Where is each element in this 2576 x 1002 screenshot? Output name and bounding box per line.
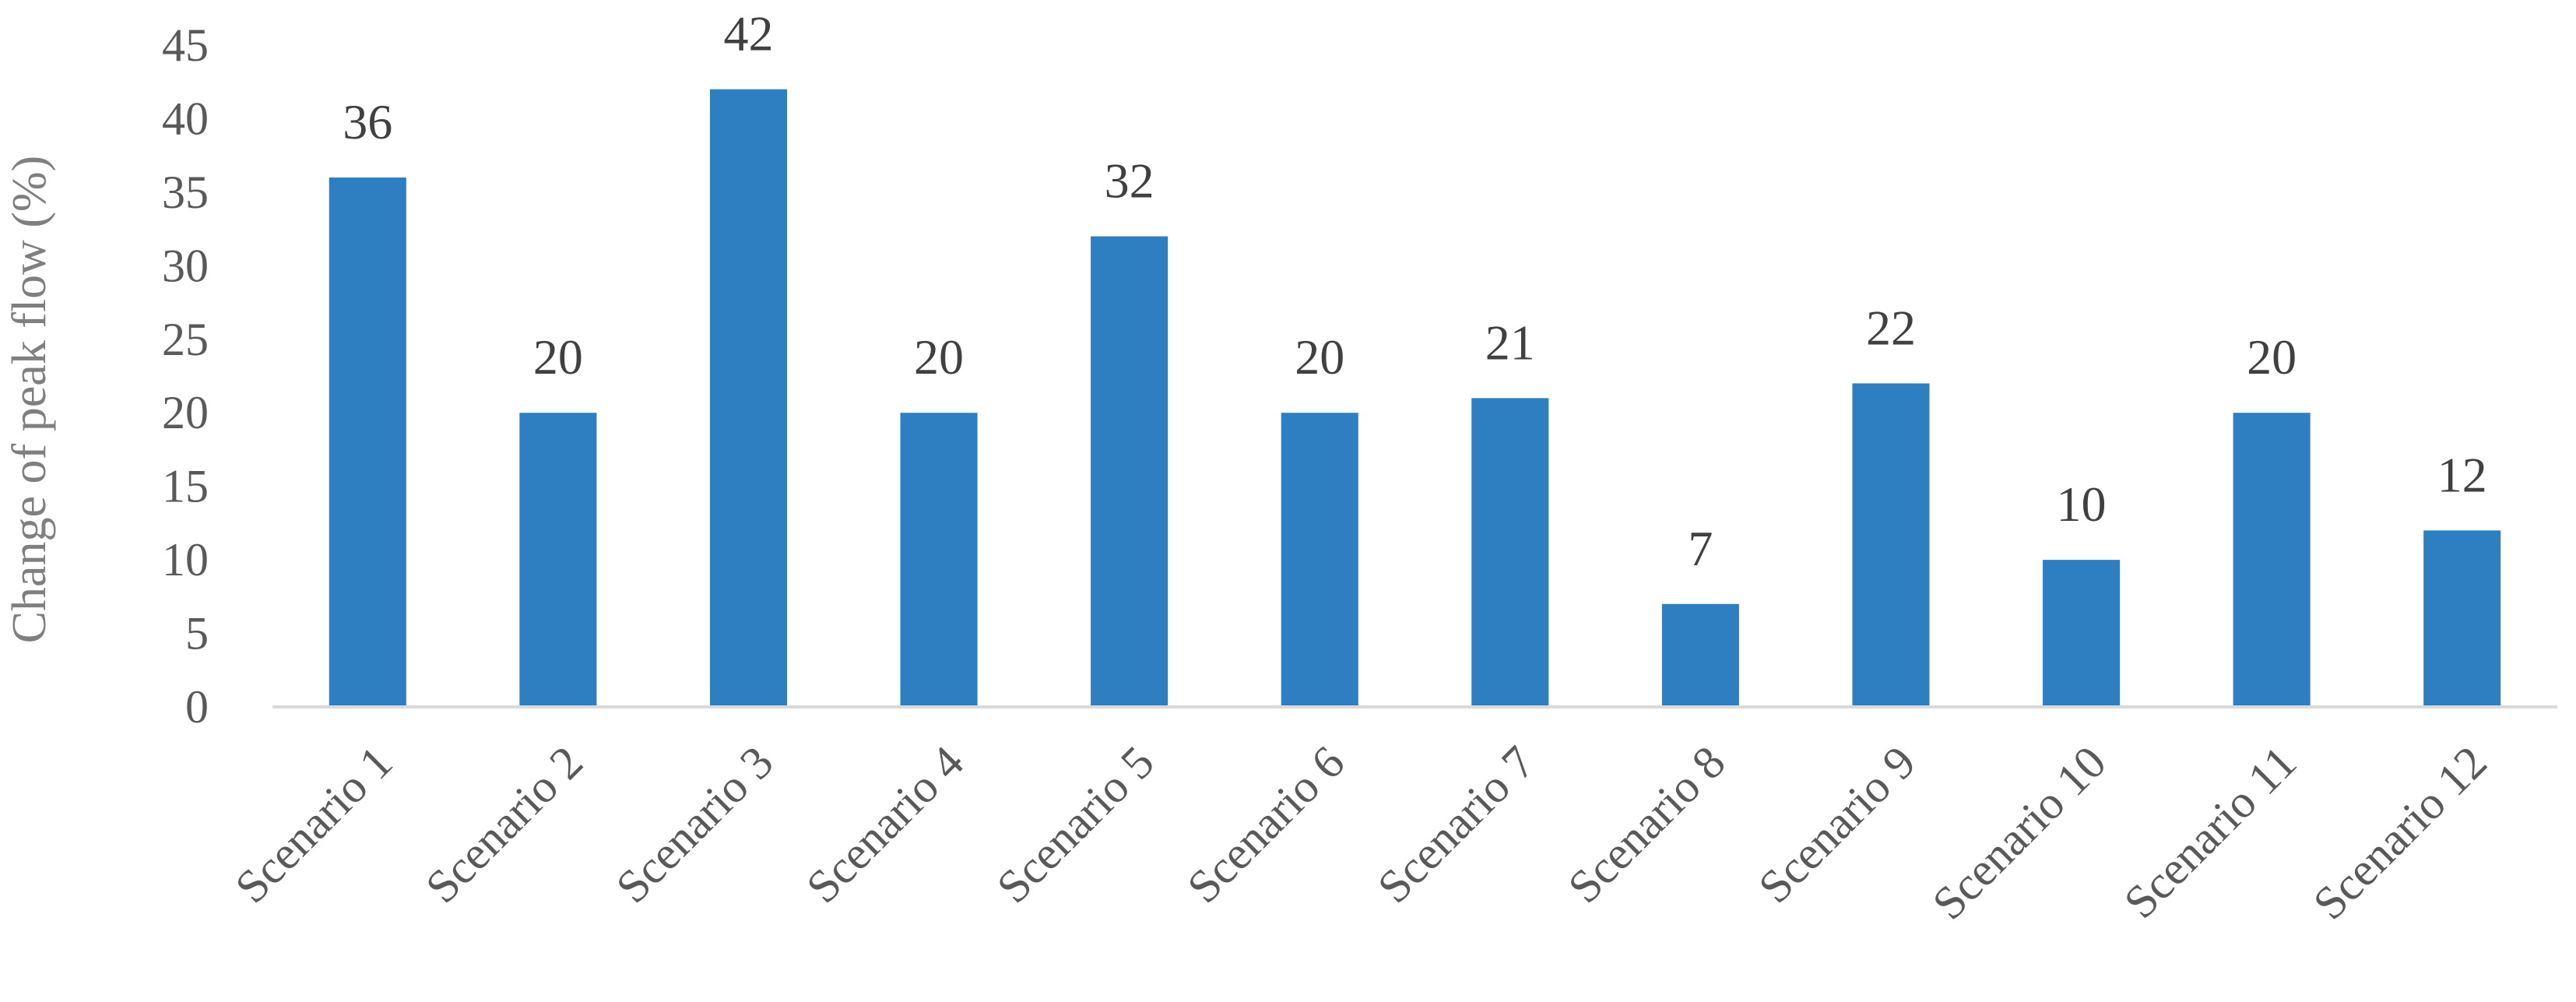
bar (900, 413, 978, 707)
y-tick-label: 0 (185, 681, 209, 733)
y-axis-ticks: 0 5 10 15 20 25 30 35 40 45 (162, 19, 209, 733)
y-tick-label: 40 (162, 93, 209, 144)
data-label: 22 (1866, 300, 1916, 355)
x-category-label: Scenario 2 (416, 737, 592, 913)
bar (709, 89, 787, 707)
x-axis-category-labels: Scenario 1 Scenario 2 Scenario 3 Scenario 4… (226, 737, 2497, 930)
x-category-label: Scenario 5 (987, 737, 1164, 913)
x-category-label: Scenario 1 (226, 737, 402, 913)
y-tick-label: 25 (162, 314, 209, 365)
y-axis-title: Change of peak flow (%) (3, 156, 56, 644)
bar (2233, 413, 2311, 707)
y-tick-label: 20 (162, 387, 209, 438)
y-tick-label: 35 (162, 167, 209, 218)
bar (519, 413, 597, 707)
bar (1852, 383, 1930, 707)
x-category-label: Scenario 7 (1368, 737, 1545, 913)
x-category-label: Scenario 8 (1559, 737, 1735, 913)
data-label: 20 (2247, 329, 2297, 385)
data-label: 20 (1295, 329, 1344, 385)
data-label: 20 (914, 329, 964, 385)
x-category-label: Scenario 9 (1748, 737, 1925, 913)
x-category-label: Scenario 3 (606, 737, 783, 913)
bar (1281, 413, 1358, 707)
bar (1661, 603, 1739, 707)
x-category-label: Scenario 12 (2304, 737, 2497, 930)
x-category-label: Scenario 6 (1177, 737, 1354, 913)
data-label: 10 (2057, 476, 2107, 532)
bar (1091, 236, 1169, 707)
x-category-label: Scenario 11 (2114, 737, 2307, 929)
data-label: 42 (723, 6, 773, 62)
data-label: 20 (533, 329, 583, 385)
data-label: 36 (343, 94, 392, 149)
y-tick-label: 10 (162, 534, 209, 585)
bars (329, 89, 2501, 707)
bar (2423, 530, 2501, 707)
data-label: 7 (1688, 521, 1713, 576)
data-label: 21 (1485, 315, 1535, 370)
y-tick-label: 45 (162, 19, 209, 71)
y-tick-label: 5 (185, 608, 209, 659)
data-labels: 36 20 42 20 32 20 21 7 22 10 20 12 (343, 6, 2486, 576)
bar (2043, 560, 2121, 707)
data-label: 12 (2437, 447, 2487, 502)
y-tick-label: 30 (162, 240, 209, 291)
data-label: 32 (1105, 153, 1154, 209)
bar (329, 178, 406, 707)
bar (1471, 398, 1549, 707)
x-category-label: Scenario 4 (796, 737, 973, 913)
y-axis-title-group: Change of peak flow (%) (3, 156, 56, 644)
y-tick-label: 15 (162, 461, 209, 512)
x-category-label: Scenario 10 (1923, 737, 2116, 930)
